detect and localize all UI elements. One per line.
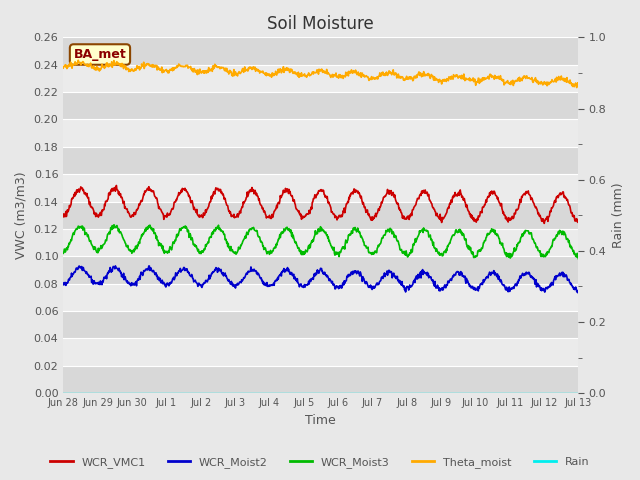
WCR_Moist3 — [413, 234, 421, 240]
WCR_VMC1 — [60, 214, 67, 220]
WCR_Moist3 — [113, 224, 120, 229]
WCR_Moist3 — [110, 222, 118, 228]
Bar — [63, 311, 579, 338]
Bar — [63, 37, 579, 65]
WCR_Moist2 — [471, 285, 479, 290]
Rain — [60, 390, 67, 396]
Theta_moist — [573, 84, 580, 90]
Bar — [63, 202, 579, 229]
Theta_moist — [413, 72, 421, 78]
Bar — [63, 366, 579, 393]
Theta_moist — [74, 58, 82, 63]
Title: Soil Moisture: Soil Moisture — [268, 15, 374, 33]
WCR_Moist3 — [461, 237, 469, 243]
Bar — [63, 229, 579, 256]
Theta_moist — [60, 65, 67, 71]
Line: WCR_Moist3: WCR_Moist3 — [63, 225, 579, 259]
Theta_moist — [268, 70, 276, 76]
WCR_VMC1 — [471, 217, 479, 223]
Bar — [63, 174, 579, 202]
Rain — [575, 390, 582, 396]
Line: Theta_moist: Theta_moist — [63, 60, 579, 87]
WCR_VMC1 — [575, 219, 582, 225]
WCR_Moist2 — [60, 282, 67, 288]
Bar — [63, 147, 579, 174]
WCR_VMC1 — [113, 182, 120, 188]
Bar — [63, 65, 579, 92]
Y-axis label: VWC (m3/m3): VWC (m3/m3) — [15, 171, 28, 259]
WCR_Moist2 — [111, 263, 119, 269]
WCR_Moist2 — [268, 283, 276, 288]
Bar — [63, 92, 579, 120]
Theta_moist — [113, 60, 120, 65]
WCR_VMC1 — [540, 220, 548, 226]
Rain — [470, 390, 478, 396]
WCR_Moist2 — [575, 288, 582, 293]
Y-axis label: Rain (mm): Rain (mm) — [612, 182, 625, 248]
Rain — [112, 390, 120, 396]
Line: WCR_Moist2: WCR_Moist2 — [63, 266, 579, 293]
WCR_VMC1 — [413, 195, 421, 201]
WCR_Moist3 — [575, 256, 582, 262]
Theta_moist — [575, 83, 582, 88]
WCR_VMC1 — [268, 212, 276, 217]
Rain — [286, 390, 294, 396]
Rain — [461, 390, 468, 396]
WCR_Moist2 — [574, 290, 582, 296]
Text: BA_met: BA_met — [74, 48, 126, 61]
WCR_Moist2 — [461, 277, 469, 283]
WCR_VMC1 — [287, 192, 294, 198]
WCR_VMC1 — [461, 200, 469, 206]
WCR_Moist3 — [268, 249, 276, 255]
Legend: WCR_VMC1, WCR_Moist2, WCR_Moist3, Theta_moist, Rain: WCR_VMC1, WCR_Moist2, WCR_Moist3, Theta_… — [46, 452, 594, 472]
Theta_moist — [471, 76, 479, 82]
WCR_Moist2 — [287, 269, 294, 275]
WCR_Moist3 — [60, 251, 67, 256]
WCR_Moist2 — [113, 265, 120, 271]
Bar — [63, 256, 579, 284]
WCR_Moist3 — [471, 254, 479, 260]
Line: WCR_VMC1: WCR_VMC1 — [63, 185, 579, 223]
Rain — [268, 390, 275, 396]
Rain — [413, 390, 420, 396]
Bar — [63, 338, 579, 366]
WCR_Moist3 — [287, 229, 294, 235]
Theta_moist — [461, 77, 469, 83]
Bar — [63, 120, 579, 147]
WCR_VMC1 — [112, 185, 120, 191]
X-axis label: Time: Time — [305, 414, 336, 427]
Bar — [63, 284, 579, 311]
WCR_Moist2 — [413, 276, 421, 282]
Theta_moist — [287, 66, 294, 72]
